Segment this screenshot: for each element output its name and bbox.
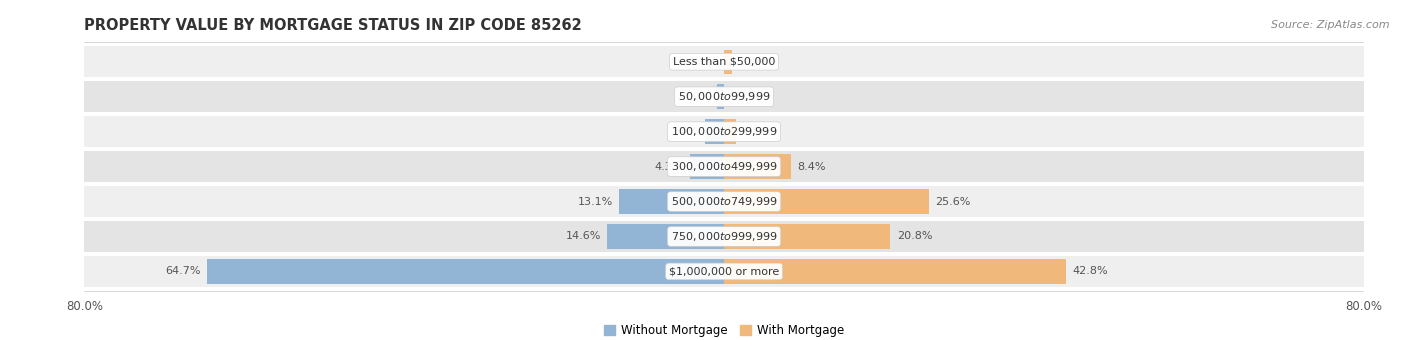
Bar [207, 259, 724, 284]
Text: 0.0%: 0.0% [689, 57, 717, 67]
Bar [84, 149, 1364, 184]
Bar [724, 154, 792, 179]
Text: $500,000 to $749,999: $500,000 to $749,999 [671, 195, 778, 208]
Text: Source: ZipAtlas.com: Source: ZipAtlas.com [1271, 20, 1389, 30]
Text: $1,000,000 or more: $1,000,000 or more [669, 267, 779, 276]
Bar [704, 119, 724, 144]
Bar [724, 119, 737, 144]
Text: 2.4%: 2.4% [671, 127, 699, 137]
Text: PROPERTY VALUE BY MORTGAGE STATUS IN ZIP CODE 85262: PROPERTY VALUE BY MORTGAGE STATUS IN ZIP… [84, 18, 582, 33]
Text: $50,000 to $99,999: $50,000 to $99,999 [678, 90, 770, 103]
Bar [84, 116, 1364, 147]
Bar [84, 46, 1364, 77]
Text: $100,000 to $299,999: $100,000 to $299,999 [671, 125, 778, 138]
Bar [84, 256, 1364, 287]
Bar [84, 151, 1364, 182]
Legend: Without Mortgage, With Mortgage: Without Mortgage, With Mortgage [599, 319, 849, 340]
Text: $750,000 to $999,999: $750,000 to $999,999 [671, 230, 778, 243]
Bar [84, 114, 1364, 149]
Bar [690, 154, 724, 179]
Text: 20.8%: 20.8% [897, 232, 932, 241]
Bar [84, 254, 1364, 289]
Text: 1.0%: 1.0% [738, 57, 766, 67]
Text: 42.8%: 42.8% [1073, 267, 1108, 276]
Text: Less than $50,000: Less than $50,000 [673, 57, 775, 67]
Bar [84, 81, 1364, 112]
Text: 13.1%: 13.1% [578, 197, 613, 206]
Bar [717, 84, 724, 109]
Bar [84, 44, 1364, 79]
Bar [724, 259, 1066, 284]
Text: 0.0%: 0.0% [731, 92, 759, 102]
Bar [619, 189, 724, 214]
Text: 25.6%: 25.6% [935, 197, 970, 206]
Text: 0.9%: 0.9% [682, 92, 710, 102]
Bar [84, 79, 1364, 114]
Bar [724, 224, 890, 249]
Bar [84, 221, 1364, 252]
Text: 64.7%: 64.7% [165, 267, 200, 276]
Text: 1.5%: 1.5% [742, 127, 770, 137]
Text: 14.6%: 14.6% [565, 232, 600, 241]
Bar [84, 186, 1364, 217]
Text: $300,000 to $499,999: $300,000 to $499,999 [671, 160, 778, 173]
Bar [607, 224, 724, 249]
Bar [724, 189, 929, 214]
Bar [84, 219, 1364, 254]
Bar [724, 50, 733, 74]
Bar [84, 184, 1364, 219]
Text: 8.4%: 8.4% [797, 162, 827, 172]
Text: 4.3%: 4.3% [655, 162, 683, 172]
